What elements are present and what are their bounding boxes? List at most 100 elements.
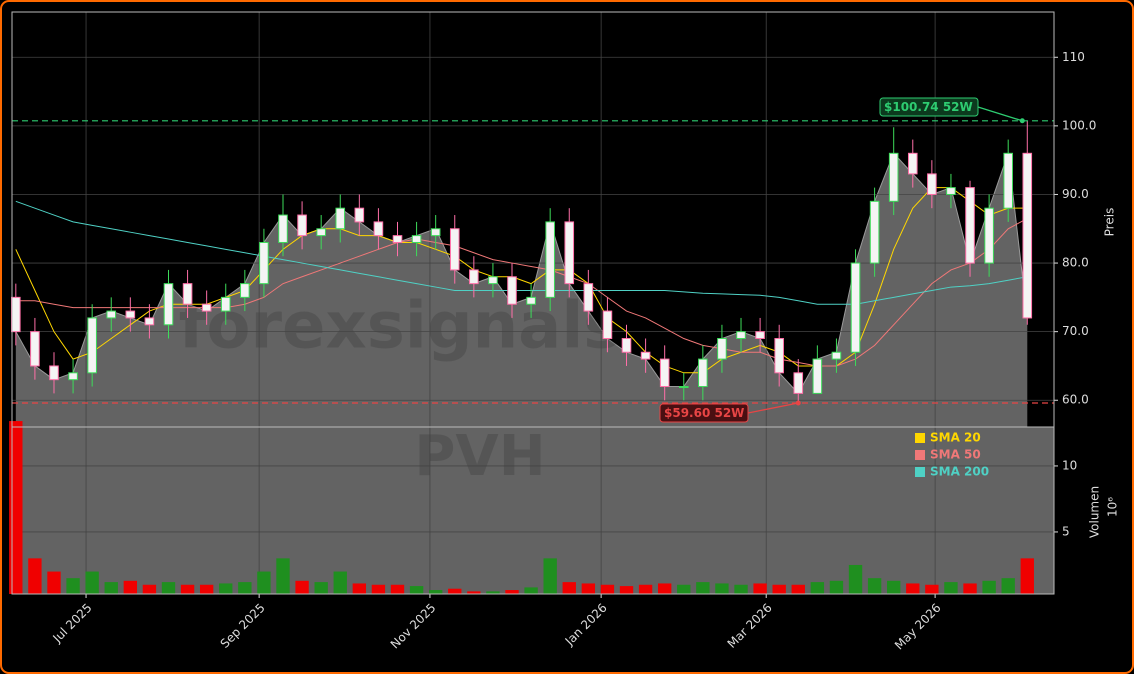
legend-label: SMA 200	[930, 465, 989, 479]
volume-bar	[47, 571, 61, 594]
candle-body	[678, 386, 689, 389]
candle-body	[1003, 152, 1013, 209]
candle-body	[106, 310, 117, 319]
y-offset-label: 10⁶	[1106, 497, 1120, 517]
volume-bar	[257, 571, 271, 594]
volume-bar	[219, 583, 233, 594]
volume-bar	[390, 584, 405, 594]
legend-swatch	[915, 467, 925, 477]
volume-bar	[925, 584, 939, 594]
level-arrow-head	[1019, 118, 1025, 124]
volume-bar	[467, 591, 481, 594]
candle-body	[564, 221, 575, 285]
price-area	[15, 153, 1028, 427]
level-arrow-head	[795, 400, 801, 406]
volume-bar	[524, 587, 538, 594]
level-arrow	[747, 402, 799, 414]
volume-bar	[295, 580, 309, 594]
candle-body	[144, 317, 155, 326]
candle-body	[125, 310, 136, 319]
volume-bar	[581, 583, 596, 594]
watermark: PVH	[414, 424, 545, 489]
volume-bar	[66, 578, 80, 594]
volume-bar	[772, 584, 786, 594]
legend-swatch	[915, 450, 925, 460]
volume-bar	[696, 582, 710, 594]
volume-bar	[944, 582, 958, 594]
volume-bar	[734, 584, 748, 594]
candle-body	[163, 283, 174, 326]
volume-bar	[906, 583, 920, 594]
candle-body	[755, 331, 765, 340]
candle-body	[545, 221, 555, 298]
candle-body	[659, 358, 670, 388]
volume-bar	[753, 583, 767, 594]
candle-body	[87, 317, 97, 374]
volume-bar	[314, 582, 328, 594]
volume-bar	[409, 586, 424, 594]
volume-bar	[352, 583, 367, 594]
volume-bar	[887, 580, 901, 594]
volume-bar	[371, 584, 386, 594]
candle-body	[449, 228, 460, 271]
candle-body	[507, 276, 517, 305]
legend-label: SMA 20	[930, 431, 981, 445]
y-tick-label: 70.0	[1062, 324, 1089, 338]
level-arrow	[977, 106, 1023, 122]
y-axis-label: Volumen	[1088, 486, 1102, 538]
y-axis-label: Preis	[1103, 208, 1117, 237]
candle-body	[984, 207, 994, 264]
candle-body	[488, 276, 498, 285]
legend-label: SMA 50	[930, 448, 981, 462]
volume-bar	[982, 580, 996, 594]
y-tick-label: 80.0	[1062, 256, 1089, 270]
candle-body	[717, 338, 727, 360]
candle-body	[201, 303, 212, 312]
volume-bar	[448, 588, 462, 594]
y-tick-label: 10	[1062, 458, 1077, 472]
candle-body	[297, 214, 307, 237]
candle-body	[850, 262, 861, 353]
candle-body	[736, 331, 746, 340]
y-tick-label: 110	[1062, 50, 1085, 64]
candle-body	[259, 241, 269, 285]
candle-body	[182, 283, 193, 305]
volume-bar	[638, 584, 653, 594]
candle-body	[869, 200, 880, 264]
volume-bar	[1020, 558, 1034, 594]
volume-bar	[104, 582, 118, 594]
candle-body	[946, 187, 956, 195]
plot-frame	[11, 11, 1055, 595]
volume-bar	[791, 584, 805, 594]
volume-bar	[180, 584, 195, 594]
candle-body	[965, 187, 975, 264]
y-tick-label: 100.0	[1062, 118, 1096, 132]
volume-bar	[9, 421, 23, 594]
candle-body	[583, 283, 594, 312]
legend-swatch	[915, 433, 925, 443]
candle-body	[774, 338, 784, 374]
candle-body	[49, 365, 59, 381]
candle-body	[316, 228, 326, 237]
volume-bar	[1001, 578, 1015, 594]
candle-body	[831, 351, 842, 360]
candle-body	[793, 372, 804, 394]
candle-body	[68, 372, 78, 381]
volume-bar	[867, 578, 882, 594]
volume-bar	[161, 582, 176, 594]
level-label: $100.74 52W	[884, 100, 973, 114]
candle-body	[411, 235, 422, 243]
volume-bar	[142, 584, 157, 594]
volume-bar	[963, 583, 977, 594]
candle-body	[927, 173, 937, 195]
y-tick-label: 60.0	[1062, 393, 1089, 407]
volume-bar	[829, 580, 844, 594]
volume-bar	[123, 580, 138, 594]
volume-bar	[848, 564, 863, 594]
volume-bar	[85, 571, 99, 594]
volume-bar	[677, 584, 691, 594]
candle-body	[373, 221, 384, 237]
y-tick-label: 90.0	[1062, 187, 1089, 201]
level-label: $59.60 52W	[664, 406, 744, 420]
